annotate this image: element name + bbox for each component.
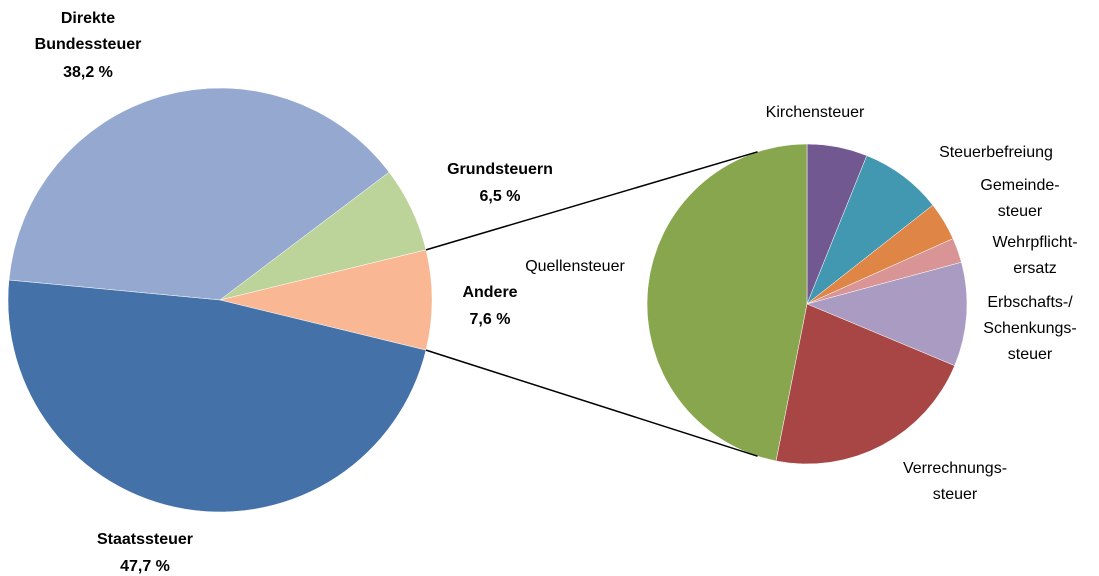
slice-label: Kirchensteuer (766, 104, 865, 121)
slice-label: Grundsteuern (447, 161, 553, 178)
value-label: 6,5 % (480, 188, 521, 205)
slice-label: steuer (998, 203, 1043, 220)
slice-label: Bundessteuer (35, 36, 142, 53)
slice-label: Quellensteuer (525, 258, 625, 275)
slice-label: steuer (933, 486, 978, 503)
slice-label: Steuerbefreiung (939, 144, 1053, 161)
slice-label: steuer (1008, 346, 1053, 363)
pie-slice (806, 261, 968, 367)
value-label: 7,6 % (470, 311, 511, 328)
slice-label: Verrechnungs- (903, 460, 1007, 477)
pie-slice (646, 143, 808, 462)
pie-slice (775, 303, 955, 465)
pie-slice (7, 279, 427, 513)
pie-slice (8, 87, 390, 301)
slice-label: Erbschafts-/ (987, 294, 1073, 311)
slice-label: Staatssteuer (97, 531, 193, 548)
slice-label: Andere (462, 284, 517, 301)
slice-label: Gemeinde- (980, 177, 1059, 194)
slice-label: Direkte (61, 10, 115, 27)
slice-label: ersatz (1013, 260, 1057, 277)
slice-label: Schenkungs- (983, 320, 1076, 337)
connector-line (425, 151, 758, 251)
slice-label: Wehrpflicht- (992, 234, 1077, 251)
pie-slice (219, 249, 433, 351)
value-label: 47,7 % (120, 558, 170, 575)
value-label: 38,2 % (63, 64, 113, 81)
connector-line (425, 349, 758, 457)
